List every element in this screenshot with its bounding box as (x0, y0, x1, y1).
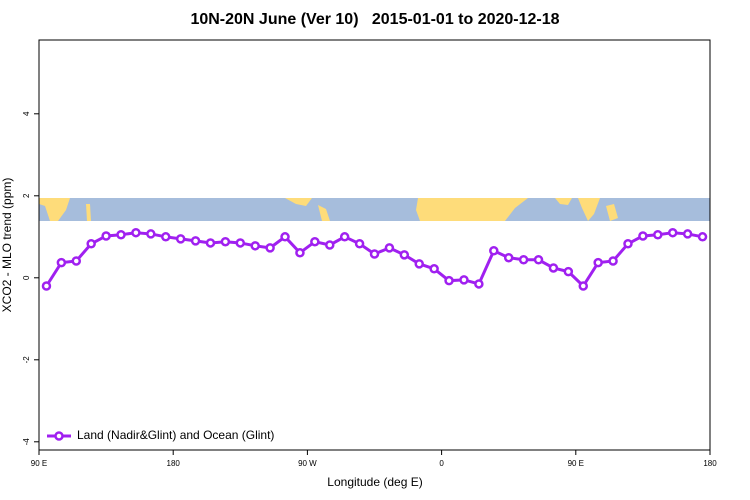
series-line (45, 231, 703, 289)
x-tick-label: 90 E (568, 459, 584, 468)
land (86, 204, 91, 221)
point (325, 240, 335, 250)
point (339, 232, 350, 242)
x-tick-label: 90 W (298, 459, 317, 468)
chart-title: 10N-20N June (Ver 10) 2015-01-01 to 2020… (190, 11, 559, 28)
point (146, 229, 156, 239)
x-tick-label: 180 (703, 459, 717, 468)
point (623, 239, 633, 249)
point (354, 239, 365, 249)
land (555, 198, 572, 205)
point (489, 245, 499, 256)
point (563, 266, 574, 277)
point (41, 281, 52, 291)
point (131, 227, 141, 238)
land (416, 198, 528, 221)
point (697, 232, 708, 242)
point (503, 252, 514, 263)
point (86, 239, 96, 249)
land (285, 198, 312, 206)
point (71, 256, 82, 266)
legend-marker (54, 431, 64, 441)
point (280, 232, 290, 242)
point (653, 230, 663, 240)
point (399, 250, 410, 260)
point (682, 229, 693, 239)
land (578, 198, 600, 221)
point (101, 231, 111, 241)
x-tick-label: 180 (167, 459, 181, 468)
point (548, 263, 559, 273)
point (608, 256, 618, 266)
y-tick-label: 0 (22, 275, 31, 280)
point (384, 243, 395, 253)
point (116, 230, 126, 240)
x-tick-label: 90 E (31, 459, 47, 468)
point (160, 232, 171, 242)
point (474, 279, 484, 289)
point (459, 275, 469, 285)
y-axis-label: XCO2 - MLO trend (ppm) (0, 178, 14, 313)
point (310, 236, 320, 247)
point (414, 259, 424, 269)
plot-frame (38, 39, 711, 451)
point (250, 241, 260, 251)
land (606, 204, 618, 221)
point (265, 243, 275, 253)
point (578, 281, 589, 291)
point (220, 236, 231, 247)
point (533, 255, 544, 265)
y-tick-label: -4 (22, 438, 31, 446)
map-strip (39, 198, 710, 221)
legend-label: Land (Nadir&Glint) and Ocean (Glint) (77, 428, 274, 442)
x-axis-label: Longitude (deg E) (327, 475, 422, 489)
land (318, 205, 330, 221)
point (593, 257, 603, 268)
land (39, 198, 70, 221)
point (369, 249, 380, 259)
point (235, 238, 246, 248)
ocean-band (39, 198, 710, 221)
point (518, 255, 529, 265)
point (638, 231, 648, 241)
point (175, 234, 186, 244)
point (429, 264, 439, 274)
y-tick-label: 4 (22, 111, 31, 116)
point (205, 238, 216, 248)
point (190, 236, 201, 246)
x-tick-label: 0 (439, 459, 444, 468)
point (667, 227, 678, 238)
y-tick-label: 2 (22, 193, 31, 198)
y-tick-label: -2 (22, 356, 31, 364)
point (444, 275, 454, 286)
point (56, 257, 67, 268)
point (295, 248, 305, 258)
